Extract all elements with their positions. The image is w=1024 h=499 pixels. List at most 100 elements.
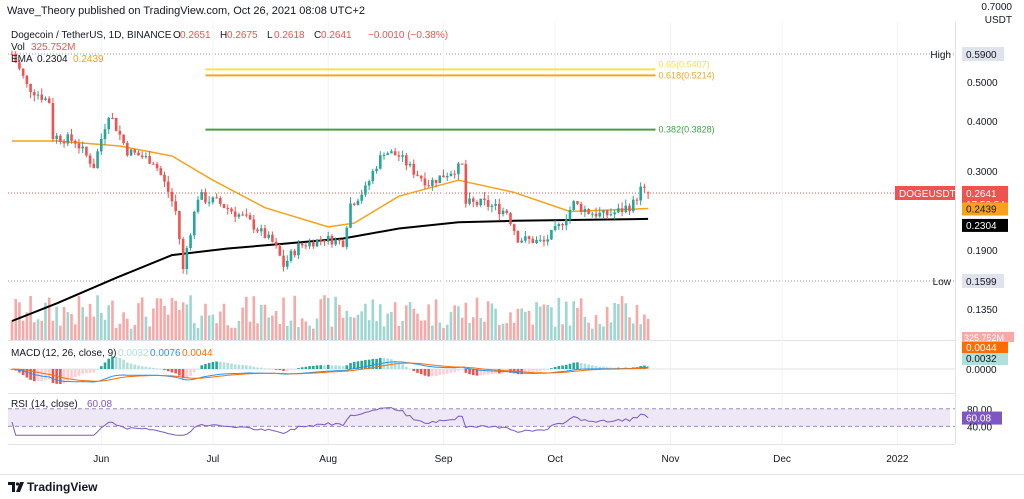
macd-histogram-bar	[122, 359, 125, 369]
volume-bar	[170, 297, 174, 340]
candle-body	[564, 219, 568, 226]
macd-histogram-bar	[297, 368, 300, 369]
volume-bar	[289, 320, 293, 340]
candle-body	[624, 205, 628, 213]
macd-histogram-bar	[568, 363, 572, 369]
volume-bar	[449, 312, 453, 340]
volume-bar	[367, 320, 371, 340]
macd-histogram-bar	[542, 369, 546, 371]
volume-bar	[88, 303, 92, 340]
time-axis[interactable]: Jun Jul Aug Sep Oct Nov Dec 2022	[93, 454, 909, 465]
candle-body	[631, 199, 635, 212]
volume-bar	[412, 308, 416, 340]
volume-bar	[594, 315, 598, 340]
macd-histogram-bar	[81, 369, 84, 374]
volume-bar	[360, 311, 363, 340]
macd-histogram-bar	[211, 362, 215, 369]
candle-body	[468, 198, 471, 204]
candle-body	[360, 194, 363, 201]
volume-bar	[159, 298, 163, 340]
volume-bar	[427, 304, 430, 340]
time-tick-jun: Jun	[93, 454, 109, 465]
macd-histogram-bar	[73, 369, 77, 378]
ema-slow-tag	[962, 218, 1008, 232]
volume-bar	[144, 316, 148, 340]
candle-body	[21, 68, 25, 76]
macd-histogram-bar	[103, 362, 107, 369]
candle-body	[148, 156, 151, 164]
volume-bar	[386, 313, 390, 340]
macd-histogram-bar	[449, 369, 453, 373]
tradingview-logo-icon[interactable]	[8, 481, 24, 493]
macd-histogram-bar	[111, 356, 114, 369]
macd-histogram-bar	[442, 369, 445, 375]
rsi-band	[8, 408, 955, 427]
candle-body	[326, 235, 330, 242]
macd-histogram-bar	[245, 365, 248, 369]
volume-bar	[538, 306, 542, 340]
macd-histogram-bar	[550, 368, 553, 369]
candle-body	[512, 224, 516, 232]
candle-body	[460, 163, 464, 165]
macd-histogram-bar	[609, 367, 613, 369]
volume-bar	[646, 318, 650, 340]
macd-histogram-bar	[215, 361, 218, 369]
volume-bar	[408, 302, 412, 340]
volume-bar	[393, 302, 397, 340]
candle-body	[282, 255, 285, 267]
macd-histogram-bar	[129, 363, 133, 369]
candle-body	[364, 185, 367, 195]
volume-bar	[434, 299, 438, 340]
candle-body	[211, 197, 215, 203]
fib-levels[interactable]: 0.65(0.5407)0.618(0.5214) 0.382(0.3828)	[205, 59, 715, 135]
volume-bar	[628, 317, 631, 340]
volume-bar	[635, 304, 639, 340]
candle-body	[293, 250, 297, 256]
macd-histogram-bar	[226, 362, 230, 369]
candle-body	[155, 164, 159, 169]
volume-bar	[546, 304, 549, 340]
candle-body	[542, 239, 546, 242]
high-tag	[962, 47, 1004, 61]
candle-body	[617, 208, 620, 213]
candle-body	[62, 141, 66, 144]
candle-body	[192, 211, 196, 236]
legend-ohlc-key: L	[267, 30, 273, 41]
volume-bar	[583, 316, 587, 340]
low-tag	[962, 274, 1004, 288]
low-value: 0.1599	[966, 277, 997, 288]
candle-body	[200, 192, 204, 200]
volume-bar	[390, 311, 393, 340]
candle-body	[237, 214, 241, 217]
macd-histogram-bar	[159, 369, 163, 370]
time-tick-oct: Oct	[547, 454, 563, 465]
macd-histogram-bar	[70, 369, 73, 379]
candle-body	[178, 211, 181, 240]
candle-body	[457, 163, 460, 175]
candle-body	[367, 181, 371, 186]
candle-body	[390, 151, 393, 154]
candles[interactable]	[10, 50, 650, 275]
macd-histogram-bar	[59, 369, 62, 384]
macd-histogram-bar	[352, 361, 356, 369]
volume-bar	[148, 326, 151, 340]
footer-brand: TradingView	[27, 480, 98, 494]
candle-body	[345, 227, 349, 247]
macd-histogram-bar	[338, 365, 341, 369]
legend-ohlc-value: 0.2651	[180, 30, 211, 41]
price-axis[interactable]: 0.7000 USDT 0.5000 0.4000 0.3000 0.1900 0.1350…	[895, 2, 1014, 433]
chart-canvas[interactable]: 0.65(0.5407)0.618(0.5214) 0.382(0.3828) 0…	[0, 0, 1024, 474]
candle-body	[233, 211, 237, 217]
time-tick-sep: Sep	[435, 454, 453, 465]
volume-bar	[226, 325, 230, 340]
macd-histogram-bar	[434, 369, 438, 377]
macd-histogram-bar	[382, 357, 386, 369]
time-tick-jul: Jul	[206, 454, 219, 465]
macd-histogram-bar	[166, 369, 170, 372]
candle-body	[538, 239, 542, 241]
volume-bar	[77, 296, 81, 340]
macd-histogram-bar	[155, 368, 159, 370]
volume-bar	[178, 310, 181, 340]
volume-bar	[66, 312, 70, 340]
macd-histogram-bar	[25, 369, 29, 378]
